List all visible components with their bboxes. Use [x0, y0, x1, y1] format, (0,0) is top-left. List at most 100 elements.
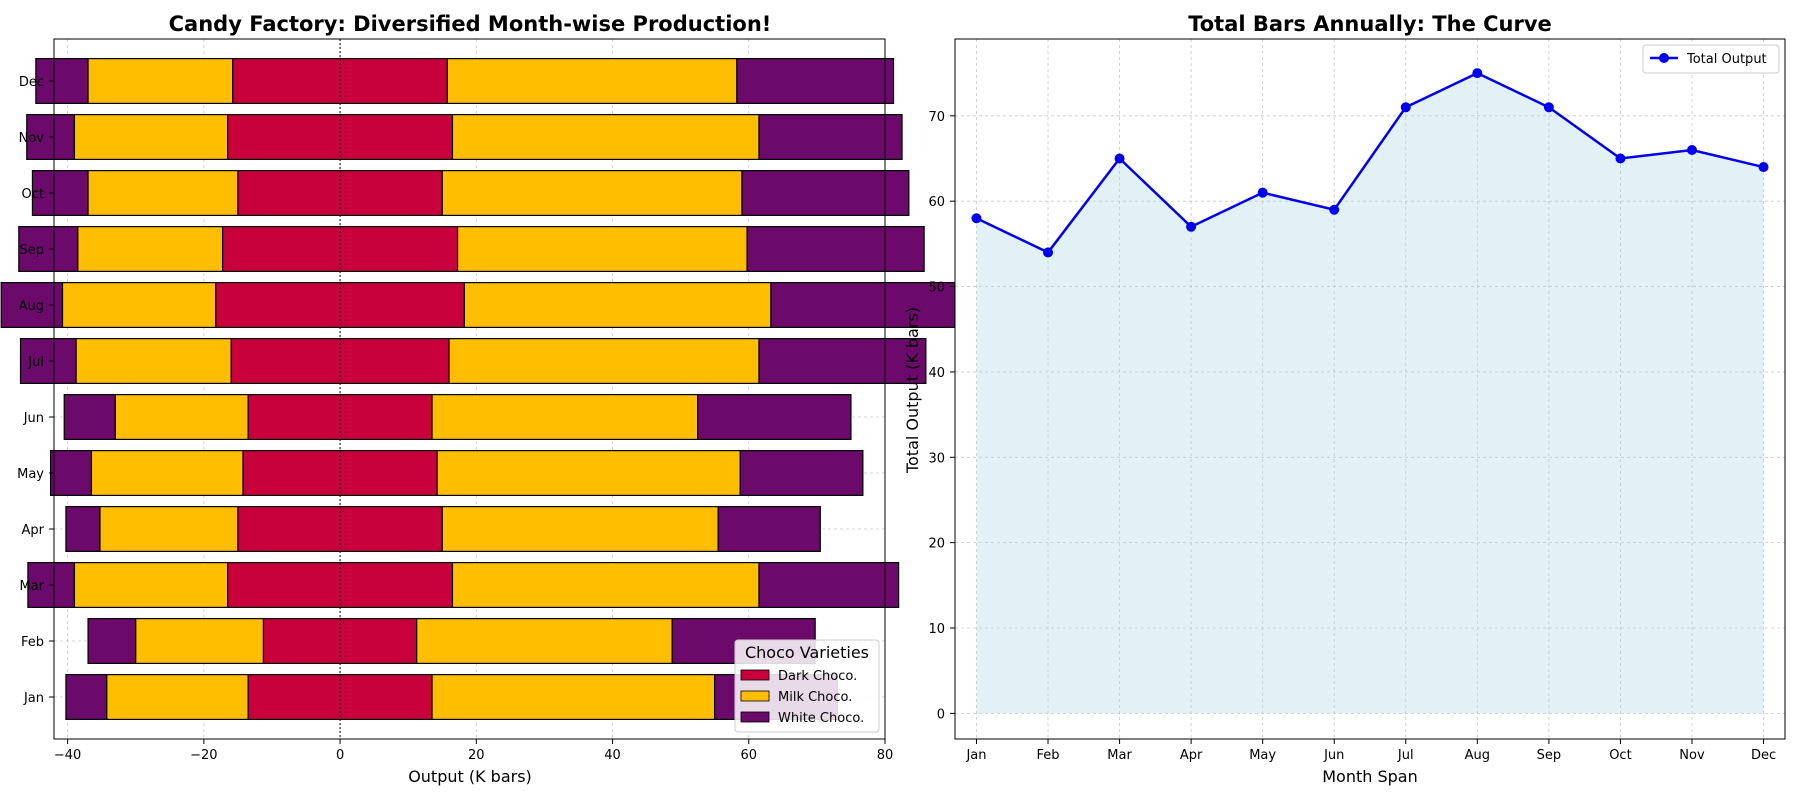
left-chart-title: Candy Factory: Diversified Month-wise Pr…	[169, 12, 772, 36]
right-x-tick-label: Dec	[1751, 748, 1776, 763]
right-y-tick-label: 70	[928, 110, 945, 125]
bar-milk-aug	[463, 282, 772, 329]
left-y-tick-label: Apr	[22, 523, 45, 538]
legend-swatch-white	[740, 711, 770, 723]
left-x-tick-label: 80	[877, 748, 894, 763]
right-x-tick-label: Jun	[1323, 748, 1344, 763]
bar-milk-feb	[416, 617, 673, 664]
bar-white-nov	[758, 113, 903, 160]
left-y-tick-label: Aug	[19, 299, 44, 314]
bar-milk-jun	[114, 394, 249, 441]
bar-milk-may	[90, 450, 244, 497]
bar-white-jul	[19, 338, 77, 385]
right-x-tick-label: Mar	[1107, 748, 1132, 763]
bar-white-oct	[741, 170, 910, 217]
bar-milk-dec	[87, 57, 234, 104]
left-y-ticks: Jan Feb Mar Apr May Jun Jul Aug Sep Oct Nov Dec	[17, 75, 54, 706]
legend-marker-total	[1659, 53, 1669, 63]
left-y-tick-label: Sep	[19, 243, 44, 258]
left-y-tick-label: May	[17, 467, 44, 482]
bar-white-jun	[697, 394, 852, 441]
legend-label-dark: Dark Choco.	[778, 669, 857, 684]
bar-milk-aug	[61, 282, 217, 329]
point-may	[1257, 187, 1268, 198]
left-x-tick-label: 60	[740, 748, 757, 763]
bar-milk-feb	[135, 617, 265, 664]
right-y-tick-label: 50	[928, 281, 945, 296]
bar-white-mar	[758, 561, 900, 608]
right-chart: Total Bars Annually: The Curve Jan Feb Mar…	[903, 12, 1786, 786]
right-plot-frame	[954, 38, 1786, 740]
point-sep	[1543, 102, 1554, 113]
left-chart: Candy Factory: Diversified Month-wise Pr…	[0, 12, 956, 786]
point-dec	[1758, 162, 1769, 173]
right-x-tick-label: Nov	[1679, 748, 1705, 763]
bar-milk-jan	[431, 673, 716, 720]
left-x-axis-label: Output (K bars)	[408, 767, 532, 786]
point-aug	[1472, 68, 1483, 79]
bar-white-apr	[717, 506, 821, 553]
left-legend-title: Choco Varieties	[745, 643, 869, 662]
right-x-tick-label: Sep	[1537, 748, 1562, 763]
bar-white-jul	[758, 338, 927, 385]
bar-white-apr	[65, 506, 101, 553]
legend-label-white: White Choco.	[778, 711, 864, 726]
point-oct	[1615, 153, 1626, 164]
point-apr	[1186, 221, 1197, 232]
left-plot-frame	[53, 38, 886, 740]
bar-milk-mar	[451, 561, 760, 608]
bar-milk-apr	[99, 506, 239, 553]
bar-milk-nov	[73, 113, 229, 160]
bar-white-jun	[63, 394, 116, 441]
left-y-tick-label: Dec	[19, 75, 44, 90]
bar-white-sep	[746, 226, 925, 273]
right-y-tick-label: 20	[928, 537, 945, 552]
right-x-tick-label: Aug	[1465, 748, 1490, 763]
right-y-tick-label: 10	[928, 622, 945, 637]
right-legend: Total Output	[1642, 44, 1780, 74]
right-grid	[955, 39, 1785, 739]
left-y-tick-label: Mar	[19, 579, 44, 594]
left-x-ticks: −40 −20 0 20 40 60 80	[54, 739, 893, 763]
right-x-axis-label: Month Span	[1322, 767, 1418, 786]
left-y-tick-label: Feb	[21, 635, 44, 650]
left-y-tick-label: Jul	[27, 355, 44, 370]
right-y-tick-label: 30	[928, 451, 945, 466]
right-x-tick-label: Jan	[965, 748, 986, 763]
point-feb	[1043, 247, 1054, 258]
left-y-tick-label: Oct	[22, 187, 44, 202]
bar-milk-dec	[446, 57, 738, 104]
right-x-tick-label: Feb	[1037, 748, 1060, 763]
left-x-tick-label: −40	[54, 748, 81, 763]
bar-white-feb	[87, 617, 137, 664]
right-y-axis-label: Total Output (K bars)	[903, 307, 922, 474]
right-legend-box	[1642, 44, 1780, 74]
right-x-tick-label: Oct	[1609, 748, 1631, 763]
left-legend: Choco Varieties Dark Choco. Milk Choco. …	[734, 639, 880, 733]
right-chart-title: Total Bars Annually: The Curve	[1188, 12, 1552, 36]
bar-milk-sep	[456, 226, 748, 273]
right-y-tick-label: 60	[928, 195, 945, 210]
total-output-points	[971, 68, 1769, 258]
left-x-tick-label: 0	[336, 748, 344, 763]
left-y-tick-label: Nov	[19, 131, 45, 146]
right-x-tick-label: Apr	[1180, 748, 1203, 763]
right-y-ticks: 0 10 20 30 40 50 60 70	[928, 110, 955, 722]
bar-milk-nov	[451, 113, 760, 160]
bar-white-dec	[35, 57, 89, 104]
right-y-tick-label: 40	[928, 366, 945, 381]
left-x-tick-label: −20	[190, 748, 217, 763]
bar-white-sep	[18, 226, 79, 273]
legend-swatch-milk	[740, 690, 770, 702]
right-x-tick-label: May	[1249, 748, 1276, 763]
left-y-tick-label: Jan	[23, 691, 44, 706]
left-x-tick-label: 40	[604, 748, 621, 763]
right-x-ticks: Jan Feb Mar Apr May Jun Jul Aug Sep Oct Nov Dec	[965, 739, 1776, 763]
left-y-tick-label: Jun	[23, 411, 44, 426]
legend-label-milk: Milk Choco.	[778, 690, 852, 705]
bar-milk-oct	[441, 170, 743, 217]
bar-white-aug	[770, 282, 956, 329]
bar-milk-jan	[106, 673, 249, 720]
